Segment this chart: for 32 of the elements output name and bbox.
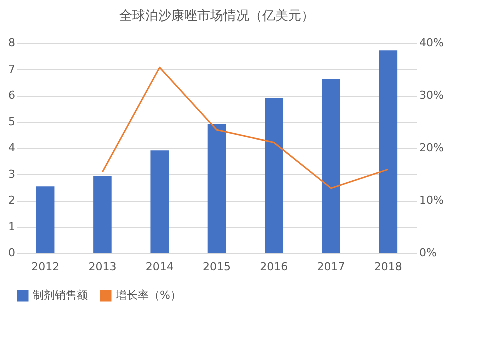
legend-label: 增长率（%） (115, 289, 182, 302)
chart-title: 全球泊沙康唑市场情况（亿美元） (120, 8, 314, 24)
y2-tick-label: 40% (420, 36, 444, 50)
bar (150, 150, 169, 253)
x-tick-label: 2013 (88, 260, 117, 274)
y-tick-label: 6 (8, 89, 16, 102)
y2-tick-label: 30% (420, 89, 444, 102)
x-tick-label: 2015 (203, 260, 231, 274)
y-tick-label: 2 (8, 194, 16, 207)
y-tick-label: 3 (8, 168, 16, 181)
line-series (102, 66, 390, 190)
x-tick-label: 2017 (317, 260, 346, 274)
bar (265, 98, 284, 253)
x-tick-label: 2014 (146, 260, 174, 274)
x-tick-label: 2018 (374, 260, 402, 274)
y-tick-label: 1 (8, 220, 16, 234)
bar (36, 186, 55, 253)
y-tick-label: 5 (8, 115, 16, 128)
legend-label: 制剂销售额 (33, 289, 88, 302)
bar (322, 78, 340, 253)
y-tick-label: 7 (8, 62, 16, 76)
bar (379, 50, 398, 253)
y2-tick-label: 0% (420, 246, 437, 260)
y2-tick-label: 20% (420, 142, 444, 154)
y-tick-label: 4 (8, 142, 16, 154)
y-tick-label: 8 (8, 36, 16, 50)
y-tick-label: 0 (8, 246, 16, 260)
x-tick-label: 2016 (260, 260, 288, 274)
bar (94, 176, 112, 253)
y2-tick-label: 10% (420, 194, 444, 207)
x-tick-label: 2012 (32, 260, 60, 274)
bar (208, 124, 226, 253)
